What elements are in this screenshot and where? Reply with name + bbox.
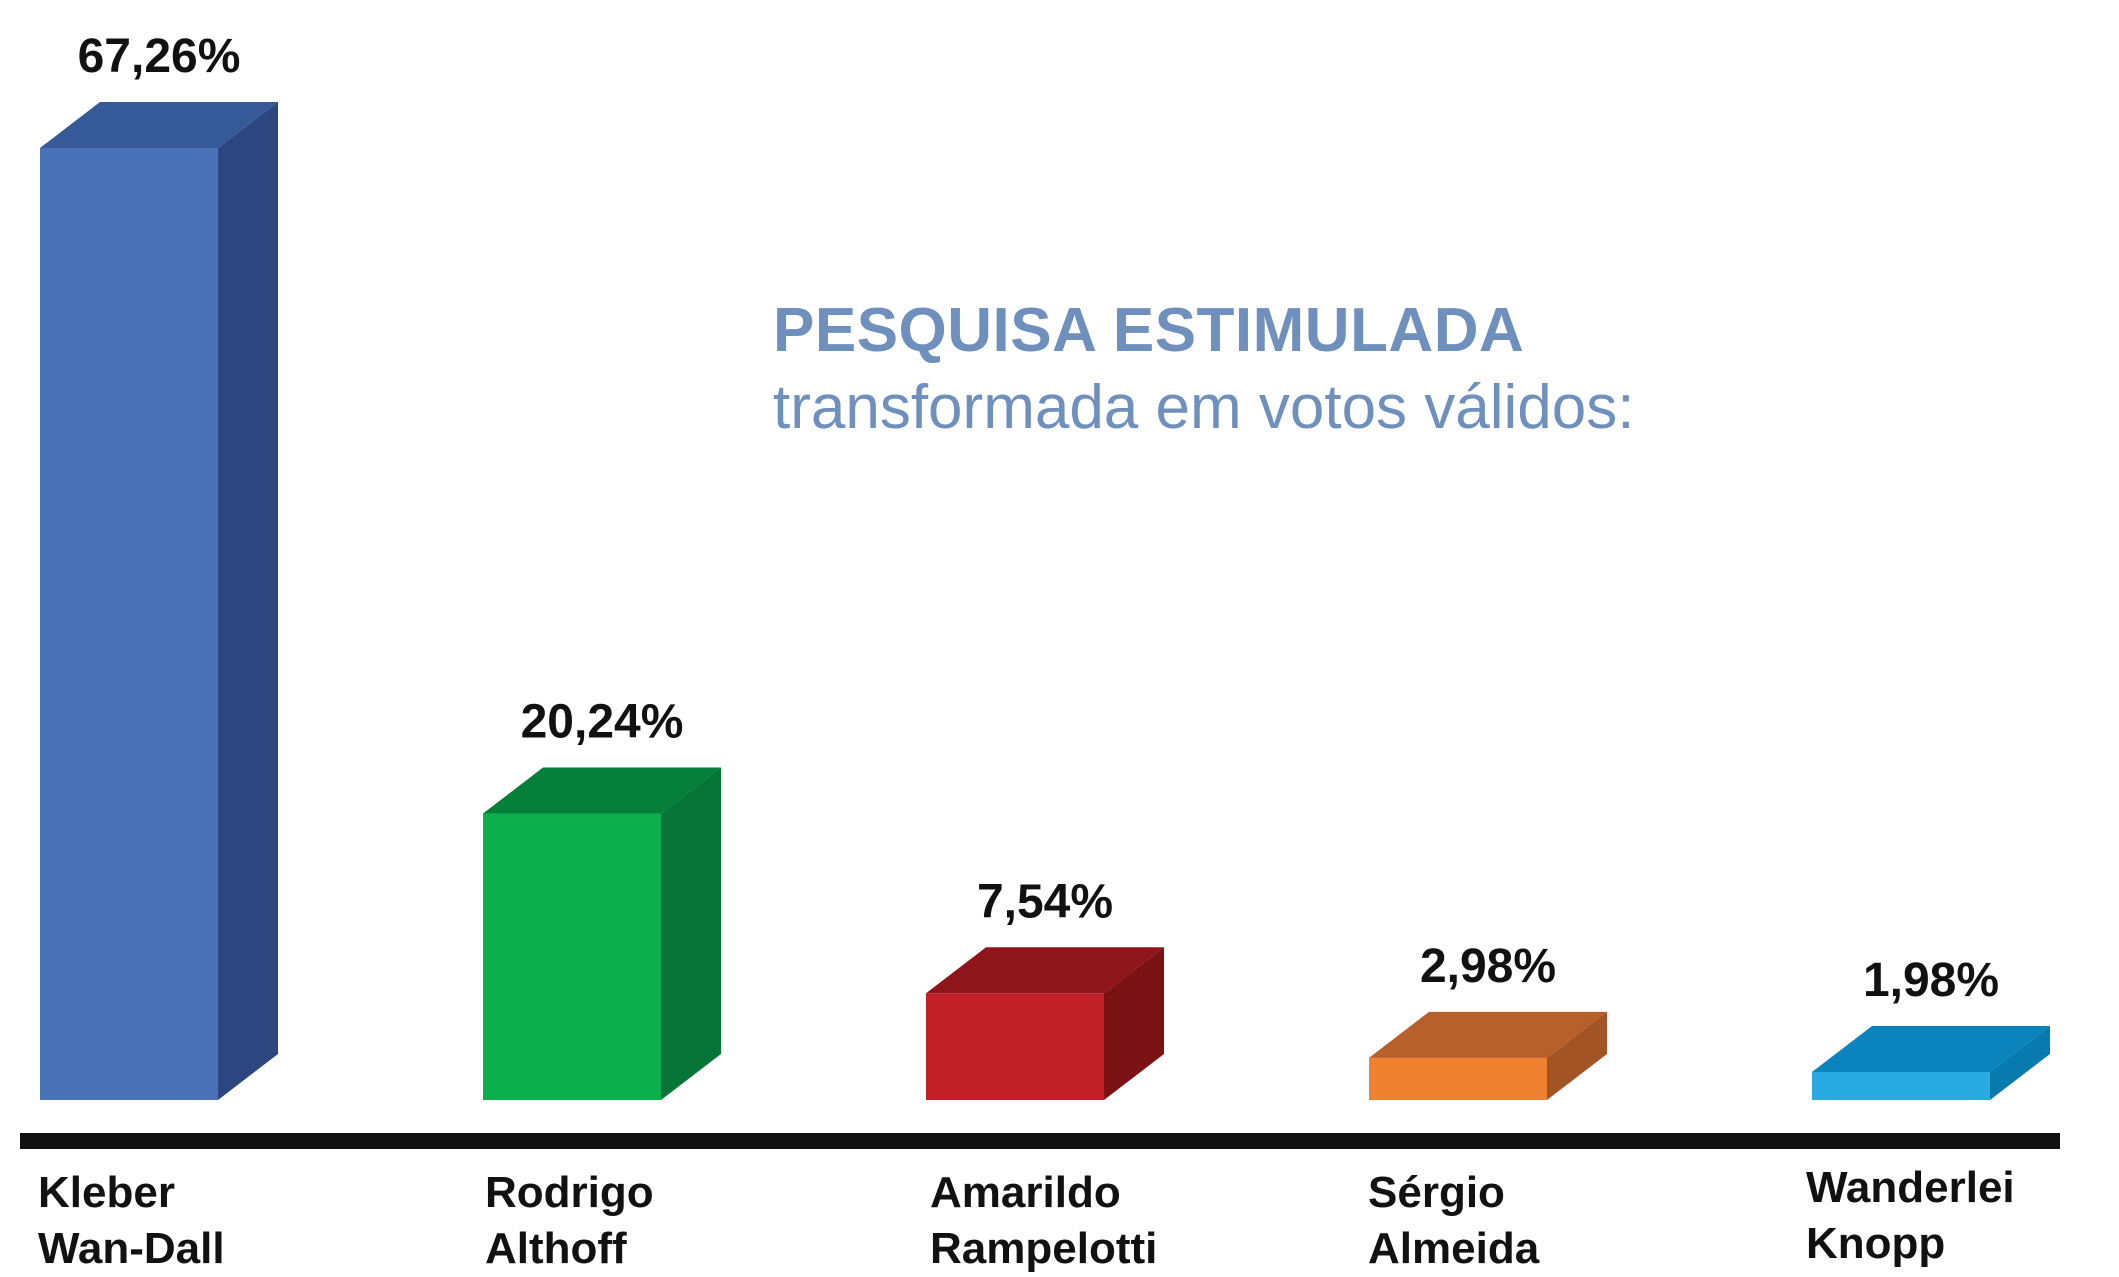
- bar-5-top: [1812, 1025, 2050, 1072]
- x-axis-baseline: [20, 1133, 2060, 1149]
- bar-4-top: [1369, 1011, 1607, 1058]
- bar-1-side: [218, 102, 278, 1100]
- bar-4-side: [1547, 1011, 1607, 1100]
- bar-1-top: [40, 102, 278, 148]
- category-label-3-line-2: Rampelotti: [930, 1224, 1158, 1273]
- category-label-3-line-1: Amarildo: [930, 1168, 1121, 1217]
- bar-5-side: [1990, 1025, 2050, 1100]
- value-label-3: 7,54%: [977, 875, 1113, 928]
- category-label-4-line-2: Almeida: [1368, 1224, 1540, 1273]
- bar-3-top: [926, 947, 1164, 994]
- category-label-4: Sérgio Almeida: [1368, 1165, 1539, 1277]
- value-label-2: 20,24%: [521, 696, 684, 749]
- chart-subtitle: transformada em votos válidos:: [773, 373, 1635, 442]
- value-label-1: 67,26%: [78, 30, 241, 83]
- bar-4-front: [1369, 1057, 1547, 1100]
- bar-5-front: [1812, 1071, 1990, 1100]
- bar-2-front: [483, 813, 661, 1100]
- bar-1-front: [40, 148, 218, 1100]
- category-label-2-line-1: Rodrigo: [485, 1168, 654, 1217]
- category-label-3: Amarildo Rampelotti: [930, 1165, 1157, 1277]
- category-label-1-line-2: Wan-Dall: [38, 1224, 225, 1273]
- category-label-2: Rodrigo Althoff: [485, 1165, 654, 1277]
- category-label-2-line-2: Althoff: [485, 1224, 627, 1273]
- category-label-4-line-1: Sérgio: [1368, 1168, 1505, 1217]
- category-label-5-line-2: Knopp: [1806, 1219, 1946, 1268]
- chart-title: PESQUISA ESTIMULADA: [773, 296, 1525, 365]
- value-label-5: 1,98%: [1863, 954, 1999, 1007]
- category-label-1-line-1: Kleber: [38, 1168, 175, 1217]
- bar-2-top: [483, 767, 721, 814]
- bar-3-side: [1104, 947, 1164, 1100]
- category-label-5: Wanderlei Knopp: [1806, 1160, 2015, 1272]
- bar-2-side: [661, 767, 721, 1100]
- value-label-4: 2,98%: [1420, 940, 1556, 993]
- category-label-1: Kleber Wan-Dall: [38, 1165, 225, 1277]
- category-label-5-line-1: Wanderlei: [1806, 1163, 2015, 1212]
- bar-3-front: [926, 993, 1104, 1100]
